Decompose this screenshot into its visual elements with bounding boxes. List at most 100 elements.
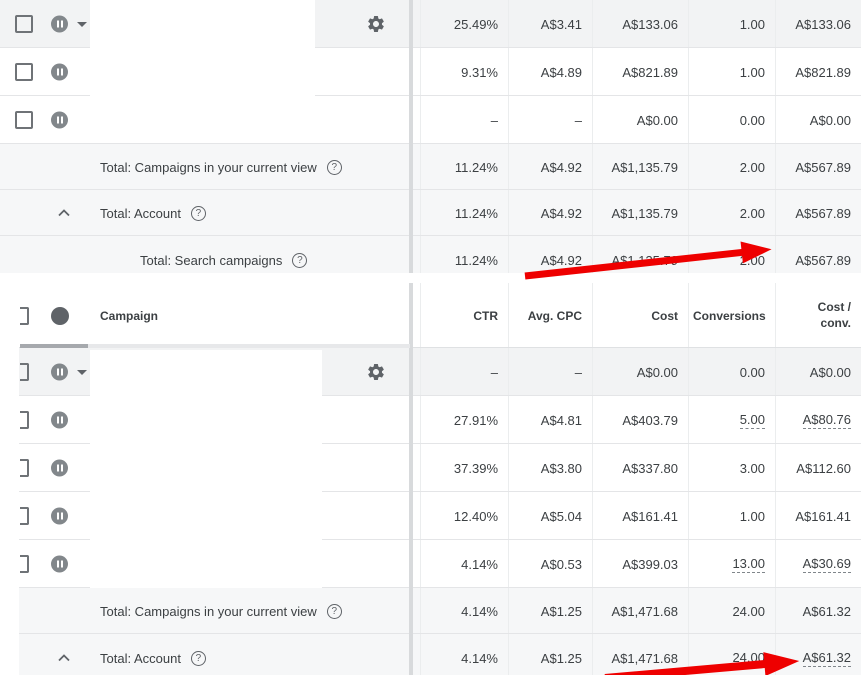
cost-per-conv-value: A$567.89 [775, 236, 861, 273]
cost-per-conv-value: A$61.32 [775, 634, 861, 675]
ctr-value: 25.49% [420, 0, 508, 48]
paused-status-icon[interactable] [51, 363, 68, 381]
redacted-campaign-names [90, 350, 322, 588]
row-checkbox[interactable] [15, 15, 33, 33]
avg-cpc-value: A$3.41 [508, 0, 592, 48]
avg-cpc-value: A$4.81 [508, 396, 592, 444]
cost-value: A$1,471.68 [592, 634, 688, 675]
cost-value: A$0.00 [592, 96, 688, 144]
paused-status-icon[interactable] [51, 459, 68, 477]
row-checkbox[interactable] [20, 507, 29, 525]
avg-cpc-value: A$1.25 [508, 634, 592, 675]
paused-status-icon[interactable] [51, 15, 68, 33]
avg-cpc-value: – [508, 96, 592, 144]
cost-value: A$0.00 [592, 348, 688, 396]
campaign-name-cell [0, 492, 420, 540]
campaign-header-cell: Campaign [0, 283, 420, 348]
ctr-value: 11.24% [420, 144, 508, 190]
cost-value: A$161.41 [592, 492, 688, 540]
row-checkbox[interactable] [20, 459, 29, 477]
select-all-checkbox[interactable] [20, 306, 29, 325]
paused-status-icon[interactable] [51, 63, 68, 81]
ctr-value: 4.14% [420, 540, 508, 588]
column-header-avg-cpc[interactable]: Avg. CPC [508, 283, 592, 348]
status-circle-icon [51, 306, 69, 325]
cost-value: A$821.89 [592, 48, 688, 96]
column-header-cost[interactable]: Cost [592, 283, 688, 348]
total-label-cell: Total: Campaigns in your current view ? [0, 588, 420, 634]
total-row-label: Total: Campaigns in your current view [100, 603, 317, 619]
table-row: 4.14% A$0.53 A$399.03 13.00 A$30.69 [0, 540, 861, 588]
scrollbar-thumb[interactable] [20, 344, 88, 348]
row-checkbox[interactable] [20, 363, 29, 381]
cost-per-conv-link[interactable]: A$61.32 [802, 649, 851, 667]
row-checkbox[interactable] [15, 111, 33, 129]
campaign-name-cell [0, 540, 420, 588]
ctr-value: – [420, 96, 508, 144]
row-checkbox[interactable] [20, 411, 29, 429]
cost-value: A$1,135.79 [592, 190, 688, 236]
conversions-link[interactable]: 13.00 [732, 555, 765, 573]
conversions-value: 24.00 [688, 634, 775, 675]
help-icon[interactable]: ? [292, 252, 308, 268]
cost-per-conv-value: A$567.89 [775, 190, 861, 236]
cost-per-conv-value: A$30.69 [775, 540, 861, 588]
row-checkbox[interactable] [15, 63, 33, 81]
column-header-campaign[interactable]: Campaign [100, 308, 159, 323]
help-icon[interactable]: ? [326, 603, 342, 619]
avg-cpc-value: A$5.04 [508, 492, 592, 540]
paused-status-icon[interactable] [51, 555, 68, 573]
campaign-name-cell [0, 396, 420, 444]
collapse-chevron-icon[interactable] [55, 649, 73, 667]
row-checkbox[interactable] [20, 555, 29, 573]
cost-per-conv-link[interactable]: A$30.69 [802, 555, 851, 573]
total-label-cell: Total: Campaigns in your current view ? [0, 144, 420, 190]
paused-status-icon[interactable] [51, 111, 68, 129]
status-dropdown-arrow-icon[interactable] [77, 370, 87, 375]
help-icon[interactable]: ? [190, 205, 206, 221]
paused-status-icon[interactable] [51, 411, 68, 429]
cost-per-conv-value: A$567.89 [775, 144, 861, 190]
conversions-value: 1.00 [688, 492, 775, 540]
column-header-conversions[interactable]: Conversions [688, 283, 775, 348]
conversions-link[interactable]: 24.00 [732, 649, 765, 667]
ctr-value: 11.24% [420, 236, 508, 273]
status-dropdown-arrow-icon[interactable] [77, 22, 87, 27]
total-label-cell: Total: Search campaigns ? [0, 236, 420, 273]
cost-per-conv-link[interactable]: A$80.76 [802, 411, 851, 429]
paused-status-icon[interactable] [51, 507, 68, 525]
conversions-value: 2.00 [688, 144, 775, 190]
help-icon[interactable]: ? [326, 159, 342, 175]
cost-value: A$337.80 [592, 444, 688, 492]
cost-per-conv-value: A$80.76 [775, 396, 861, 444]
column-header-cost-per-conv[interactable]: Cost / conv. [775, 283, 861, 348]
ctr-value: 27.91% [420, 396, 508, 444]
gear-icon[interactable] [366, 14, 386, 34]
ctr-value: 4.14% [420, 634, 508, 675]
conversions-link[interactable]: 5.00 [739, 411, 765, 429]
cost-value: A$1,135.79 [592, 236, 688, 273]
total-row-current-view: Total: Campaigns in your current view ? … [0, 144, 861, 190]
table-header-row: Campaign CTR Avg. CPC Cost Conversions C… [0, 283, 861, 348]
conversions-value: 1.00 [688, 0, 775, 48]
total-row-label: Total: Account [100, 650, 181, 666]
collapse-chevron-icon[interactable] [55, 204, 73, 222]
conversions-value: 5.00 [688, 396, 775, 444]
ctr-value: 11.24% [420, 190, 508, 236]
avg-cpc-value: A$4.92 [508, 236, 592, 273]
cost-value: A$399.03 [592, 540, 688, 588]
total-row-current-view: Total: Campaigns in your current view ? … [0, 588, 861, 634]
avg-cpc-value: A$1.25 [508, 588, 592, 634]
gear-icon[interactable] [366, 362, 386, 382]
avg-cpc-value: A$0.53 [508, 540, 592, 588]
conversions-value: 2.00 [688, 236, 775, 273]
conversions-value: 13.00 [688, 540, 775, 588]
conversions-value: 24.00 [688, 588, 775, 634]
avg-cpc-value: A$3.80 [508, 444, 592, 492]
total-row-account: Total: Account ? 11.24% A$4.92 A$1,135.7… [0, 190, 861, 236]
cost-per-conv-value: A$821.89 [775, 48, 861, 96]
column-header-ctr[interactable]: CTR [420, 283, 508, 348]
help-icon[interactable]: ? [190, 650, 206, 666]
conversions-value: 0.00 [688, 348, 775, 396]
campaign-name-cell [0, 348, 420, 396]
